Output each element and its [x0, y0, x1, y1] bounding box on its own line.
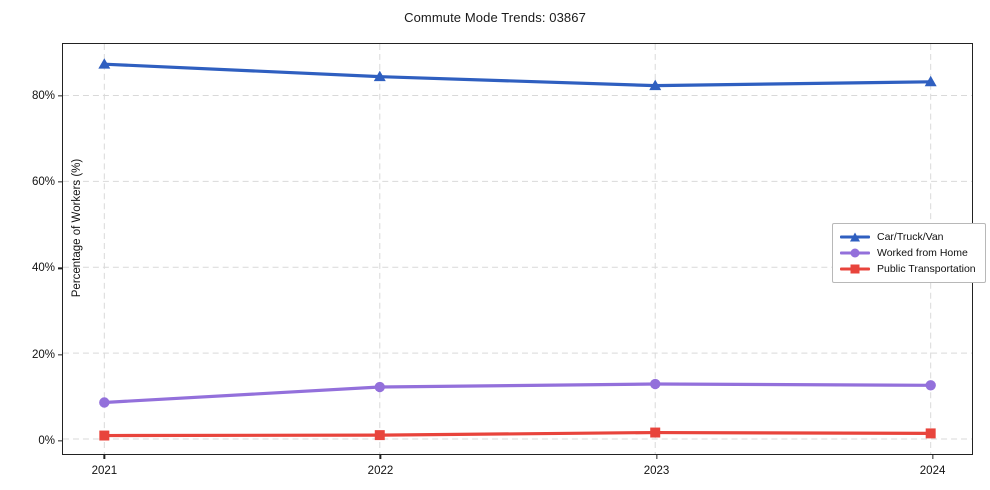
legend-label: Public Transportation — [877, 263, 976, 275]
y-tick-label: 0% — [38, 434, 55, 447]
data-point — [650, 427, 661, 438]
x-tick-mark — [655, 454, 658, 459]
data-point — [650, 378, 661, 390]
data-point — [925, 428, 936, 439]
y-tick-mark — [58, 181, 63, 183]
legend-item-2[interactable]: Public Transportation — [840, 261, 976, 277]
data-point — [99, 430, 110, 441]
x-tick-label: 2024 — [919, 465, 946, 477]
legend-swatch-triangle-icon — [840, 230, 870, 244]
series-1 — [99, 378, 936, 408]
legend-label: Worked from Home — [877, 247, 968, 259]
x-tick-label: 2022 — [367, 465, 394, 477]
x-tick-mark — [379, 454, 382, 459]
data-point — [99, 397, 110, 408]
legend-item-1[interactable]: Worked from Home — [840, 245, 976, 261]
legend-item-0[interactable]: Car/Truck/Van — [840, 229, 976, 245]
y-tick-label: 80% — [31, 89, 55, 102]
data-point — [649, 79, 662, 91]
x-tick-mark — [103, 454, 106, 459]
x-tick-label: 2023 — [643, 465, 670, 477]
data-point — [924, 75, 937, 87]
plot-area: Percentage of Workers (%) 0% 20% 40% 60% 80%… — [32, 43, 986, 477]
y-tick-mark — [58, 353, 63, 356]
series-0 — [98, 58, 937, 91]
x-tick-mark — [931, 454, 934, 459]
chart-legend[interactable]: Car/Truck/Van Worked from Home Public Tran… — [832, 223, 986, 283]
data-point — [374, 430, 385, 441]
x-tick-label: 2021 — [91, 465, 118, 477]
y-tick-mark — [58, 95, 63, 97]
y-tick-mark — [58, 267, 63, 269]
y-axis-label: Percentage of Workers (%) — [71, 158, 83, 298]
data-point — [98, 58, 111, 69]
data-point — [374, 381, 385, 393]
legend-label: Car/Truck/Van — [877, 231, 944, 243]
data-point — [925, 380, 936, 391]
series-lines — [98, 58, 937, 441]
chart-title: Commute Mode Trends: 03867 — [404, 10, 586, 25]
y-tick-label: 20% — [31, 348, 55, 361]
legend-swatch-square-icon — [840, 262, 870, 276]
y-tick-mark — [58, 440, 63, 442]
series-2 — [99, 427, 936, 441]
y-tick-label: 60% — [31, 176, 55, 189]
legend-swatch-circle-icon — [840, 246, 870, 260]
data-point — [373, 70, 386, 82]
y-tick-label: 40% — [31, 262, 55, 275]
